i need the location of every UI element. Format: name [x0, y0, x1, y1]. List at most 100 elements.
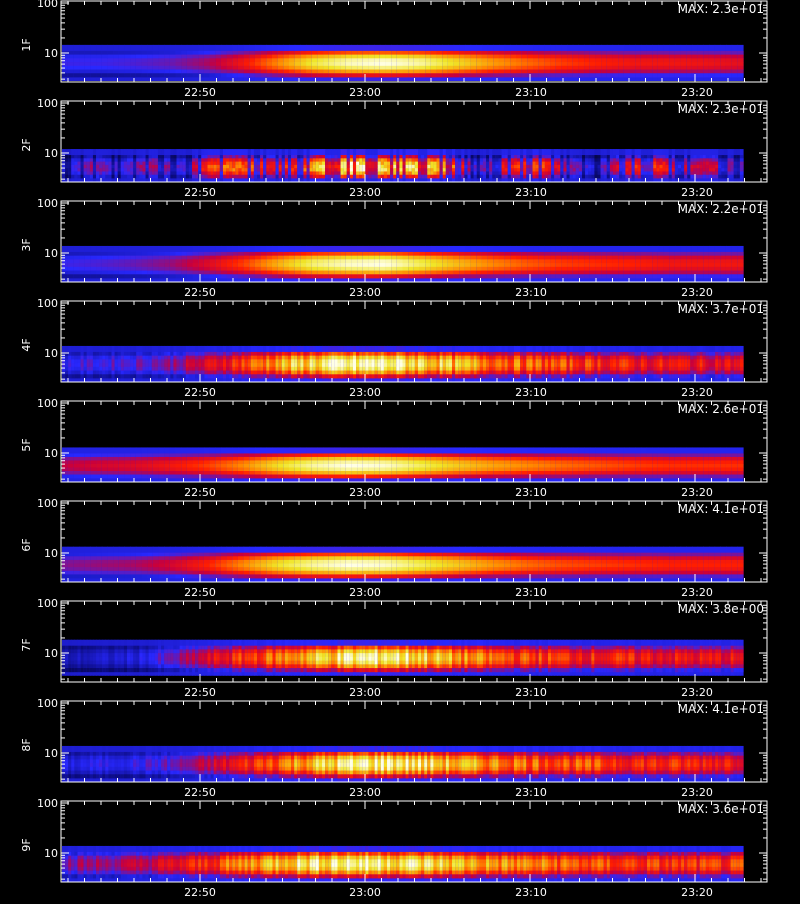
heatmap-cell — [573, 62, 579, 66]
heatmap-cell — [459, 256, 465, 260]
heatmap-cell — [737, 66, 743, 70]
heatmap-cell — [221, 271, 227, 275]
heatmap-cell — [244, 274, 250, 278]
heatmap-cell — [113, 55, 119, 59]
heatmap-cell — [516, 271, 522, 275]
heatmap-cell — [584, 252, 590, 256]
heatmap-cell — [573, 51, 579, 55]
heatmap-cell — [437, 252, 443, 256]
heatmap-cell — [647, 62, 653, 66]
heatmap-cell — [334, 55, 340, 59]
heatmap-cell — [573, 66, 579, 70]
heatmap-cell — [652, 73, 658, 77]
heatmap-cell — [300, 267, 306, 271]
heatmap-cell — [437, 62, 443, 66]
heatmap-cell — [675, 62, 681, 66]
heatmap-cell — [244, 58, 250, 62]
heatmap-cell — [607, 66, 613, 70]
heatmap-cell — [635, 62, 641, 66]
heatmap-cell — [703, 267, 709, 271]
heatmap-cell — [340, 259, 346, 263]
heatmap-cell — [238, 70, 244, 74]
heatmap-cell — [618, 73, 624, 77]
heatmap-cell — [68, 55, 74, 59]
heatmap-cell — [141, 55, 147, 59]
heatmap-cell — [130, 259, 136, 263]
heatmap-cell — [346, 51, 352, 55]
heatmap-cell — [232, 58, 238, 62]
heatmap-cell — [607, 259, 613, 263]
heatmap-cell — [607, 271, 613, 275]
heatmap-cell — [68, 73, 74, 77]
heatmap-cell — [170, 70, 176, 74]
heatmap-cell — [391, 66, 397, 70]
heatmap-cell — [198, 256, 204, 260]
heatmap-cell — [442, 259, 448, 263]
heatmap-cell — [465, 271, 471, 275]
heatmap-cell — [635, 73, 641, 77]
heatmap-cell — [357, 70, 363, 74]
heatmap-cell — [90, 73, 96, 77]
heatmap-cell — [647, 58, 653, 62]
heatmap-cell — [527, 267, 533, 271]
heatmap-cell — [465, 58, 471, 62]
heatmap-cell — [278, 62, 284, 66]
heatmap-cell — [261, 58, 267, 62]
heatmap-cell — [130, 271, 136, 275]
heatmap-cell — [448, 66, 454, 70]
heatmap-cell — [482, 51, 488, 55]
heatmap-cell — [533, 256, 539, 260]
heatmap-cell — [266, 58, 272, 62]
heatmap-cell — [300, 73, 306, 77]
heatmap-cell — [295, 252, 301, 256]
heatmap-cell — [539, 55, 545, 59]
heatmap-cell — [459, 66, 465, 70]
heatmap-cell — [79, 66, 85, 70]
heatmap-cell — [493, 259, 499, 263]
heatmap-cell — [681, 256, 687, 260]
heatmap-cell — [590, 51, 596, 55]
heatmap-cell — [709, 256, 715, 260]
heatmap-cell — [300, 66, 306, 70]
heatmap-cell — [96, 62, 102, 66]
heatmap-cell — [323, 66, 329, 70]
heatmap-cell — [692, 51, 698, 55]
heatmap-cell — [351, 271, 357, 275]
heatmap-cell — [164, 252, 170, 256]
heatmap-cell — [289, 263, 295, 267]
heatmap-cell — [715, 252, 721, 256]
heatmap-cell — [334, 51, 340, 55]
heatmap-cell — [612, 256, 618, 260]
heatmap-cell — [204, 274, 210, 278]
heatmap-cell — [283, 51, 289, 55]
heatmap-cell — [181, 274, 187, 278]
heatmap-cell — [437, 267, 443, 271]
heatmap-cell — [289, 51, 295, 55]
heatmap-cell — [170, 267, 176, 271]
heatmap-cell — [601, 274, 607, 278]
heatmap-cell — [567, 58, 573, 62]
heatmap-cell — [312, 259, 318, 263]
heatmap-cell — [124, 271, 130, 275]
heatmap-cell — [227, 73, 233, 77]
heatmap-cell — [261, 51, 267, 55]
heatmap-cell — [601, 263, 607, 267]
heatmap-cell — [550, 55, 556, 59]
heatmap-cell — [499, 252, 505, 256]
heatmap-cell — [459, 274, 465, 278]
heatmap-cell — [726, 70, 732, 74]
heatmap-cell — [187, 51, 193, 55]
heatmap-cell — [686, 259, 692, 263]
heatmap-cell — [351, 70, 357, 74]
heatmap-cell — [272, 267, 278, 271]
heatmap-cell — [732, 263, 738, 267]
heatmap-cell — [425, 51, 431, 55]
heatmap-cell — [459, 259, 465, 263]
heatmap-cell — [368, 70, 374, 74]
heatmap-cell — [380, 66, 386, 70]
heatmap-cell — [300, 271, 306, 275]
heatmap-cell — [590, 62, 596, 66]
heatmap-cell — [317, 51, 323, 55]
heatmap-cell — [550, 70, 556, 74]
heatmap-cell — [391, 58, 397, 62]
